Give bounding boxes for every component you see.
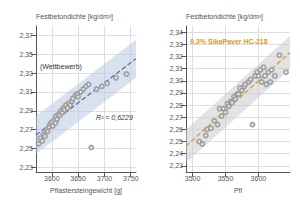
svg-text:2,24: 2,24 [169, 150, 183, 157]
svg-text:R² = 0,6229: R² = 0,6229 [96, 114, 133, 121]
svg-text:2,29: 2,29 [169, 89, 183, 96]
svg-text:2,34: 2,34 [169, 29, 183, 36]
svg-text:2,23: 2,23 [19, 164, 33, 171]
svg-text:2,27: 2,27 [169, 114, 183, 121]
svg-text:3500: 3500 [185, 175, 201, 182]
svg-text:Festbetondichte [kg/dm³]: Festbetondichte [kg/dm³] [36, 13, 113, 21]
svg-text:2,35: 2,35 [19, 51, 33, 58]
svg-text:3700: 3700 [97, 175, 113, 182]
svg-text:2,31: 2,31 [19, 88, 33, 95]
svg-text:2,26: 2,26 [169, 126, 183, 133]
svg-text:0,3% SikaPaver HC-218: 0,3% SikaPaver HC-218 [190, 38, 268, 46]
svg-text:2,30: 2,30 [169, 77, 183, 84]
svg-text:2,25: 2,25 [169, 138, 183, 145]
svg-text:2,27: 2,27 [19, 126, 33, 133]
svg-text:2,33: 2,33 [19, 70, 33, 77]
svg-text:2,33: 2,33 [169, 41, 183, 48]
svg-text:2,28: 2,28 [169, 102, 183, 109]
svg-text:(Wettbewerb): (Wettbewerb) [40, 63, 82, 71]
svg-text:Festbetondichte [kg/dm³]: Festbetondichte [kg/dm³] [186, 13, 263, 21]
svg-text:2,25: 2,25 [19, 145, 33, 152]
svg-text:2,23: 2,23 [169, 162, 183, 169]
svg-text:2,37: 2,37 [19, 32, 33, 39]
svg-text:3600: 3600 [251, 175, 267, 182]
svg-text:2,32: 2,32 [169, 53, 183, 60]
svg-text:3550: 3550 [218, 175, 234, 182]
svg-text:3650: 3650 [70, 175, 86, 182]
svg-text:Pfl: Pfl [234, 187, 243, 194]
svg-text:3750: 3750 [123, 175, 139, 182]
svg-text:Pflastersteingewicht [g]: Pflastersteingewicht [g] [50, 187, 122, 195]
svg-text:3600: 3600 [44, 175, 60, 182]
svg-text:2,31: 2,31 [169, 65, 183, 72]
svg-text:2,29: 2,29 [19, 107, 33, 114]
